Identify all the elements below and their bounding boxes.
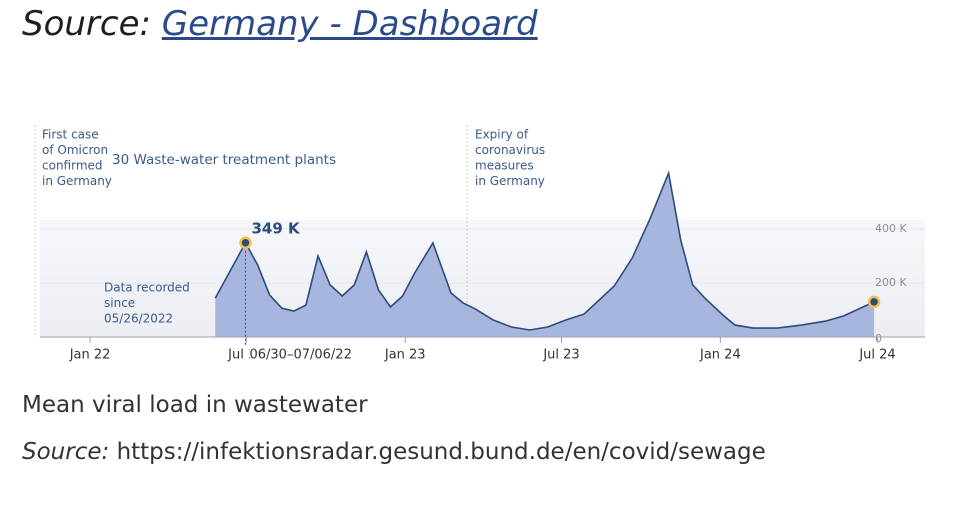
source: Source: https://infektionsradar.gesund.b…	[22, 439, 766, 465]
source-prefix: Source:	[22, 439, 110, 465]
annotation: confirmed	[42, 159, 103, 173]
y-tick-label: 200 K	[875, 276, 907, 289]
area	[215, 173, 875, 337]
annotation: First case	[42, 128, 99, 142]
annotation: measures	[475, 159, 534, 173]
x-tick-label: Jul 24	[858, 348, 895, 363]
annotation: 05/26/2022	[104, 312, 173, 326]
value-label: 349 K	[251, 219, 301, 237]
annotation: in Germany	[475, 174, 545, 188]
point-marker	[867, 295, 881, 309]
header: Source: Germany - Dashboard	[22, 4, 538, 44]
y-tick-label: 0	[875, 332, 882, 345]
point-marker	[239, 236, 252, 250]
header-prefix: Source:	[22, 4, 151, 44]
hover-label-bg	[249, 346, 374, 364]
annotation: Expiry of	[475, 128, 529, 142]
annotation: in Germany	[42, 174, 112, 188]
annotation: Data recorded	[104, 281, 190, 295]
annotation: of Omicron	[42, 143, 108, 157]
y-tick-label: 400 K	[875, 222, 907, 235]
x-tick-label: Jan 23	[384, 348, 426, 363]
x-tick-label: Jul 23	[542, 348, 579, 363]
caption: Mean viral load in wastewater	[22, 392, 368, 418]
annotation: since	[104, 296, 135, 310]
chart-subtitle: 30 Waste-water treatment plants	[112, 152, 336, 168]
x-tick-label: Jan 22	[69, 348, 111, 363]
source-url: https://infektionsradar.gesund.bund.de/e…	[116, 439, 766, 465]
dashboard-link[interactable]: Germany - Dashboard	[161, 4, 538, 44]
hover-label: 06/30–07/06/22	[249, 348, 351, 363]
line	[214, 170, 875, 331]
x-tick-label: Jan 24	[699, 348, 741, 363]
annotation: coronavirus	[475, 143, 545, 157]
